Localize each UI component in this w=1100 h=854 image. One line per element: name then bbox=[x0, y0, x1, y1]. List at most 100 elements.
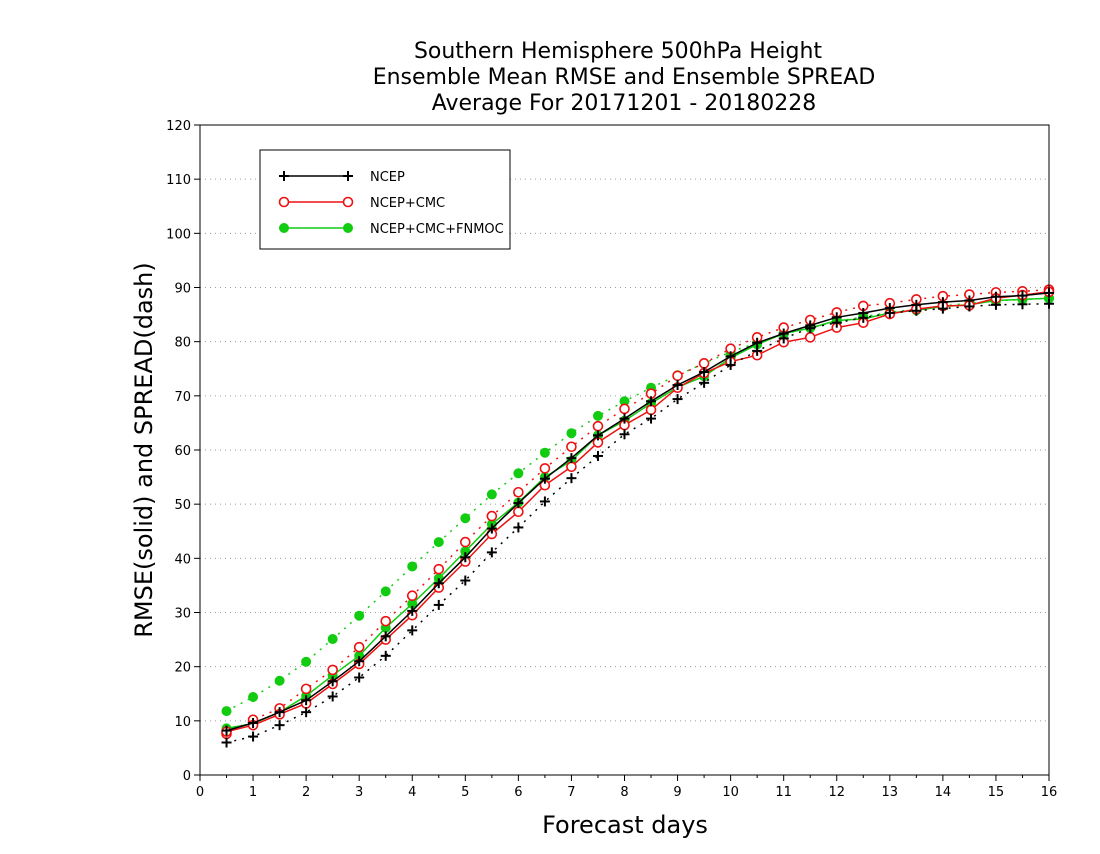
y-tick-label: 10 bbox=[174, 715, 191, 730]
plus-marker bbox=[301, 707, 312, 718]
plus-marker bbox=[1017, 290, 1028, 301]
plus-marker bbox=[699, 367, 710, 377]
plus-marker bbox=[858, 307, 869, 318]
y-tick-label: 40 bbox=[174, 552, 191, 567]
open-circle-marker bbox=[300, 683, 312, 695]
x-tick-label: 0 bbox=[196, 785, 204, 800]
filled-circle-marker bbox=[566, 428, 577, 439]
chart-title-line-1: Southern Hemisphere 500hPa Height bbox=[414, 39, 822, 64]
filled-circle-marker bbox=[327, 634, 338, 645]
plus-marker bbox=[884, 303, 895, 314]
x-tick-label: 13 bbox=[882, 785, 899, 800]
plus-marker bbox=[460, 575, 471, 586]
spread-line-ncep-cmc bbox=[226, 288, 1050, 735]
plus-marker bbox=[592, 450, 603, 461]
plus-marker bbox=[513, 522, 524, 533]
spread-line-ncep bbox=[226, 303, 1050, 744]
filled-circle-marker bbox=[343, 223, 353, 233]
y-tick-label: 50 bbox=[174, 498, 191, 513]
plus-marker bbox=[327, 676, 338, 687]
filled-circle-marker bbox=[460, 513, 471, 524]
y-tick-label: 120 bbox=[166, 119, 191, 134]
filled-circle-marker bbox=[279, 223, 289, 233]
x-axis-label: Forecast days bbox=[542, 811, 708, 839]
filled-circle-marker bbox=[407, 561, 418, 572]
plus-marker bbox=[646, 396, 657, 407]
filled-circle-marker bbox=[221, 706, 232, 717]
y-tick-label: 0 bbox=[183, 769, 191, 784]
plus-marker bbox=[1017, 299, 1028, 310]
filled-circle-marker bbox=[433, 537, 444, 548]
series-ncep bbox=[221, 287, 1054, 748]
open-circle-marker bbox=[566, 441, 577, 453]
x-tick-label: 10 bbox=[722, 785, 739, 800]
plus-marker bbox=[407, 605, 418, 616]
y-tick-label: 90 bbox=[174, 282, 191, 297]
plus-marker bbox=[619, 429, 630, 440]
y-tick-label: 110 bbox=[166, 173, 191, 188]
x-tick-label: 8 bbox=[620, 785, 628, 800]
plus-marker bbox=[433, 578, 444, 589]
open-circle-marker bbox=[327, 664, 338, 676]
x-tick-label: 2 bbox=[302, 785, 310, 800]
plus-marker bbox=[911, 299, 922, 310]
open-circle-marker bbox=[592, 420, 604, 432]
plus-marker bbox=[486, 547, 497, 558]
legend-label: NCEP+CMC+FNMOC bbox=[370, 222, 504, 237]
y-tick-label: 80 bbox=[174, 336, 191, 351]
plus-marker bbox=[592, 430, 603, 441]
plus-marker bbox=[646, 413, 657, 424]
plus-marker bbox=[566, 473, 577, 484]
plus-marker bbox=[354, 672, 365, 683]
plus-marker bbox=[221, 725, 232, 736]
y-tick-label: 30 bbox=[174, 607, 191, 622]
plus-marker bbox=[248, 731, 259, 742]
plus-marker bbox=[752, 337, 763, 348]
plus-marker bbox=[672, 394, 683, 405]
open-circle-marker bbox=[278, 196, 290, 208]
plus-marker bbox=[486, 523, 497, 534]
x-tick-label: 5 bbox=[461, 785, 469, 800]
plus-marker bbox=[354, 656, 365, 667]
open-circle-marker bbox=[513, 506, 524, 518]
legend-items: NCEP NCEP+CMC NCEP+CMC+FNMOC bbox=[278, 170, 504, 237]
x-tick-label: 4 bbox=[408, 785, 416, 800]
open-circle-marker bbox=[539, 463, 551, 474]
plus-marker bbox=[725, 359, 736, 370]
plus-marker bbox=[433, 599, 444, 610]
rmse-line-ncep bbox=[226, 292, 1050, 732]
plus-marker bbox=[274, 720, 285, 731]
x-tick-label: 14 bbox=[935, 785, 952, 800]
plus-marker bbox=[566, 453, 577, 464]
filled-circle-marker bbox=[592, 410, 603, 421]
x-tick-label: 15 bbox=[988, 785, 1005, 800]
x-tick-label: 7 bbox=[567, 785, 575, 800]
legend-box bbox=[259, 149, 511, 250]
y-axis-label: RMSE(solid) and SPREAD(dash) bbox=[130, 262, 158, 638]
chart-title-line-2: Ensemble Mean RMSE and Ensemble SPREAD bbox=[373, 65, 876, 90]
legend-item-ncep-cmc: NCEP+CMC bbox=[278, 196, 445, 211]
x-tick-label: 11 bbox=[775, 785, 792, 800]
y-tick-label: 20 bbox=[174, 661, 191, 676]
plus-marker bbox=[964, 295, 975, 306]
y-tick-label: 60 bbox=[174, 444, 191, 459]
open-circle-marker bbox=[353, 641, 365, 653]
open-circle-marker bbox=[566, 461, 577, 473]
plus-marker bbox=[831, 312, 842, 323]
plus-marker bbox=[699, 377, 710, 388]
x-tick-label: 3 bbox=[355, 785, 363, 800]
open-circle-marker bbox=[698, 358, 710, 369]
filled-circle-marker bbox=[354, 610, 365, 621]
legend-label: NCEP+CMC bbox=[370, 196, 445, 211]
plus-marker bbox=[460, 552, 471, 563]
open-circle-marker bbox=[513, 486, 524, 498]
plus-marker bbox=[805, 320, 816, 331]
open-circle-marker bbox=[406, 590, 418, 602]
plus-marker bbox=[248, 718, 259, 728]
open-circle-marker bbox=[486, 510, 498, 522]
rmse-line-ncep-cmc-fnmoc bbox=[226, 297, 1050, 730]
plus-marker bbox=[725, 351, 736, 362]
plus-marker bbox=[990, 291, 1001, 302]
plus-marker bbox=[672, 380, 683, 390]
